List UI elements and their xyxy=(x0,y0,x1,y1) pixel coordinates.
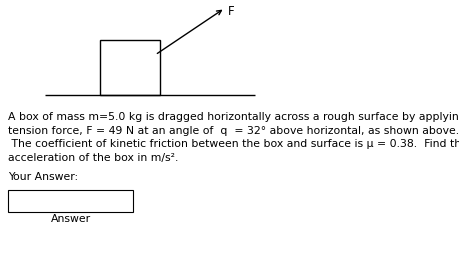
Text: tension force, F = 49 N at an angle of  q  = 32° above horizontal, as shown abov: tension force, F = 49 N at an angle of q… xyxy=(8,125,458,135)
Text: Your Answer:: Your Answer: xyxy=(8,172,78,182)
Text: acceleration of the box in m/s².: acceleration of the box in m/s². xyxy=(8,153,178,163)
Text: A box of mass m=5.0 kg is dragged horizontally across a rough surface by applyin: A box of mass m=5.0 kg is dragged horizo… xyxy=(8,112,459,122)
Bar xyxy=(8,190,133,211)
Bar xyxy=(100,40,160,95)
Text: F: F xyxy=(228,5,234,18)
Text: Answer: Answer xyxy=(50,214,90,224)
Text: The coefficient of kinetic friction between the box and surface is μ = 0.38.  Fi: The coefficient of kinetic friction betw… xyxy=(8,139,459,149)
